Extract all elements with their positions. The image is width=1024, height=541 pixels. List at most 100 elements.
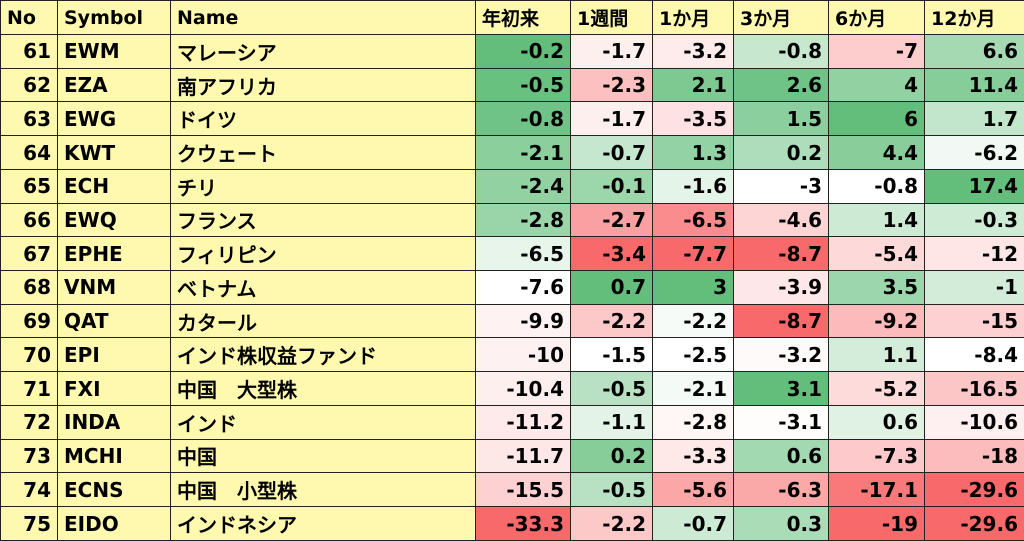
return-cell: -0.8: [733, 34, 829, 69]
return-cell: -5.4: [828, 236, 925, 272]
return-cell: 1.7: [924, 101, 1024, 137]
table-row: 67 EPHE フィリピン -6.5 -3.4 -7.7 -8.7 -5.4 -12: [0, 236, 1024, 272]
return-cell: -1.7: [570, 34, 653, 69]
return-cell: -1.1: [570, 404, 653, 440]
return-cell: -1.7: [570, 101, 653, 137]
row-number: 67: [0, 236, 58, 272]
row-number: 70: [0, 337, 58, 373]
symbol: MCHI: [57, 438, 171, 474]
return-cell: -19: [828, 506, 925, 541]
return-cell: 1.3: [652, 135, 734, 170]
return-cell: -33.3: [475, 506, 571, 541]
return-cell: 2.6: [733, 67, 829, 103]
return-cell: -15.5: [475, 472, 571, 508]
symbol: EIDO: [57, 506, 171, 541]
return-cell: -11.7: [475, 438, 571, 474]
name: マレーシア: [170, 34, 476, 69]
return-cell: -3.2: [733, 337, 829, 373]
name: 中国: [170, 438, 476, 474]
table-row: 64 KWT クウェート -2.1 -0.7 1.3 0.2 4.4 -6.2: [0, 135, 1024, 170]
return-cell: 17.4: [924, 168, 1024, 204]
name: クウェート: [170, 135, 476, 170]
return-cell: 11.4: [924, 67, 1024, 103]
return-cell: -10.6: [924, 404, 1024, 440]
symbol: ECH: [57, 168, 171, 204]
return-cell: -0.7: [652, 506, 734, 541]
return-cell: -3.9: [733, 270, 829, 305]
header-row: No Symbol Name 年初来 1週間 1か月 3か月 6か月 12か月: [0, 0, 1024, 35]
return-cell: -15: [924, 303, 1024, 339]
symbol: EPI: [57, 337, 171, 373]
return-cell: 0.6: [733, 438, 829, 474]
table-row: 62 EZA 南アフリカ -0.5 -2.3 2.1 2.6 4 11.4: [0, 67, 1024, 103]
return-cell: 0.2: [733, 135, 829, 170]
return-cell: -2.5: [652, 337, 734, 373]
column-header: 6か月: [828, 0, 925, 35]
symbol: EWG: [57, 101, 171, 137]
row-number: 62: [0, 67, 58, 103]
name: チリ: [170, 168, 476, 204]
return-cell: 0.6: [828, 404, 925, 440]
return-cell: -2.1: [475, 135, 571, 170]
row-number: 71: [0, 371, 58, 406]
table-row: 70 EPI インド株収益ファンド -10 -1.5 -2.5 -3.2 1.1 -8.4: [0, 337, 1024, 373]
return-cell: -11.2: [475, 404, 571, 440]
name: カタール: [170, 303, 476, 339]
return-cell: 0.2: [570, 438, 653, 474]
return-cell: -5.6: [652, 472, 734, 508]
symbol: ECNS: [57, 472, 171, 508]
return-cell: -8.7: [733, 236, 829, 272]
return-cell: -12: [924, 236, 1024, 272]
column-header: 1か月: [652, 0, 734, 35]
return-cell: -0.5: [570, 472, 653, 508]
name: 南アフリカ: [170, 67, 476, 103]
column-header: Name: [170, 0, 476, 35]
return-cell: -1.6: [652, 168, 734, 204]
return-cell: -8.4: [924, 337, 1024, 373]
column-header: No: [0, 0, 58, 35]
return-cell: 3.5: [828, 270, 925, 305]
return-cell: -2.8: [475, 202, 571, 238]
return-cell: -7.6: [475, 270, 571, 305]
row-number: 74: [0, 472, 58, 508]
return-cell: -9.9: [475, 303, 571, 339]
name: ベトナム: [170, 270, 476, 305]
return-cell: -29.6: [924, 472, 1024, 508]
row-number: 75: [0, 506, 58, 541]
return-cell: -0.7: [570, 135, 653, 170]
return-cell: -0.2: [475, 34, 571, 69]
symbol: INDA: [57, 404, 171, 440]
return-cell: -3.3: [652, 438, 734, 474]
return-cell: -6.5: [475, 236, 571, 272]
name: インド株収益ファンド: [170, 337, 476, 373]
return-cell: -8.7: [733, 303, 829, 339]
table-row: 65 ECH チリ -2.4 -0.1 -1.6 -3 -0.8 17.4: [0, 168, 1024, 204]
row-number: 73: [0, 438, 58, 474]
column-header: 12か月: [924, 0, 1024, 35]
table-row: 63 EWG ドイツ -0.8 -1.7 -3.5 1.5 6 1.7: [0, 101, 1024, 137]
return-cell: -2.3: [570, 67, 653, 103]
symbol: EWM: [57, 34, 171, 69]
return-cell: -3.1: [733, 404, 829, 440]
return-cell: -2.4: [475, 168, 571, 204]
return-cell: -7.3: [828, 438, 925, 474]
row-number: 72: [0, 404, 58, 440]
return-cell: -0.8: [475, 101, 571, 137]
return-cell: -16.5: [924, 371, 1024, 406]
return-cell: -1.5: [570, 337, 653, 373]
return-cell: -18: [924, 438, 1024, 474]
table-row: 61 EWM マレーシア -0.2 -1.7 -3.2 -0.8 -7 6.6: [0, 34, 1024, 69]
name: 中国 大型株: [170, 371, 476, 406]
return-cell: 0.3: [733, 506, 829, 541]
return-cell: 2.1: [652, 67, 734, 103]
return-cell: -2.8: [652, 404, 734, 440]
row-number: 61: [0, 34, 58, 69]
symbol: KWT: [57, 135, 171, 170]
column-header: 年初来: [475, 0, 571, 35]
return-cell: -6.5: [652, 202, 734, 238]
row-number: 65: [0, 168, 58, 204]
row-number: 68: [0, 270, 58, 305]
symbol: EPHE: [57, 236, 171, 272]
